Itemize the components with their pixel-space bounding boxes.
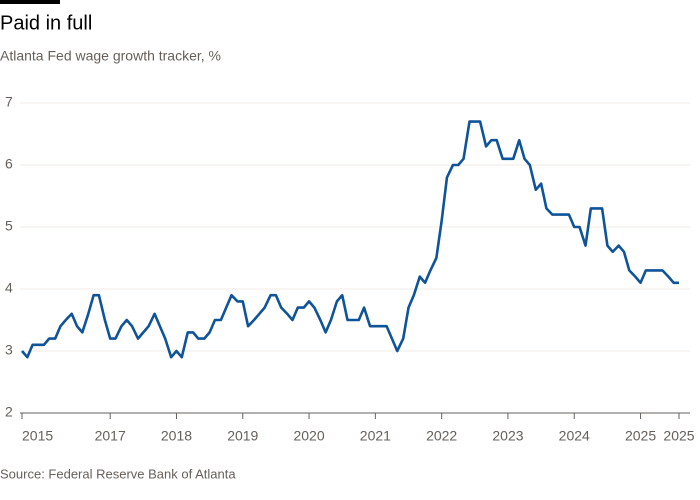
x-tick-label: 2023	[492, 428, 523, 444]
x-tick-label: 2022	[426, 428, 457, 444]
y-tick-label: 6	[5, 156, 13, 172]
x-tick-label: 2021	[360, 428, 391, 444]
source-note: Source: Federal Reserve Bank of Atlanta	[0, 466, 236, 481]
y-tick-label: 4	[5, 280, 13, 296]
y-tick-label: 7	[5, 94, 13, 110]
y-tick-label: 3	[5, 342, 13, 358]
x-tick-label: 2025	[663, 428, 694, 444]
x-tick-label: 2019	[227, 428, 258, 444]
y-tick-label: 5	[5, 218, 13, 234]
data-line	[21, 120, 679, 359]
x-tick-label: 2017	[95, 428, 126, 444]
x-tick-label: 2020	[293, 428, 324, 444]
x-tick-label: 2024	[559, 428, 590, 444]
y-tick-label: 2	[5, 404, 13, 420]
x-tick-label: 2015	[22, 428, 53, 444]
chart-subtitle: Atlanta Fed wage growth tracker, %	[0, 48, 221, 64]
x-tick-label: 2025	[625, 428, 656, 444]
brand-bar	[0, 0, 60, 4]
chart-title: Paid in full	[0, 12, 92, 34]
x-tick-label: 2018	[161, 428, 192, 444]
